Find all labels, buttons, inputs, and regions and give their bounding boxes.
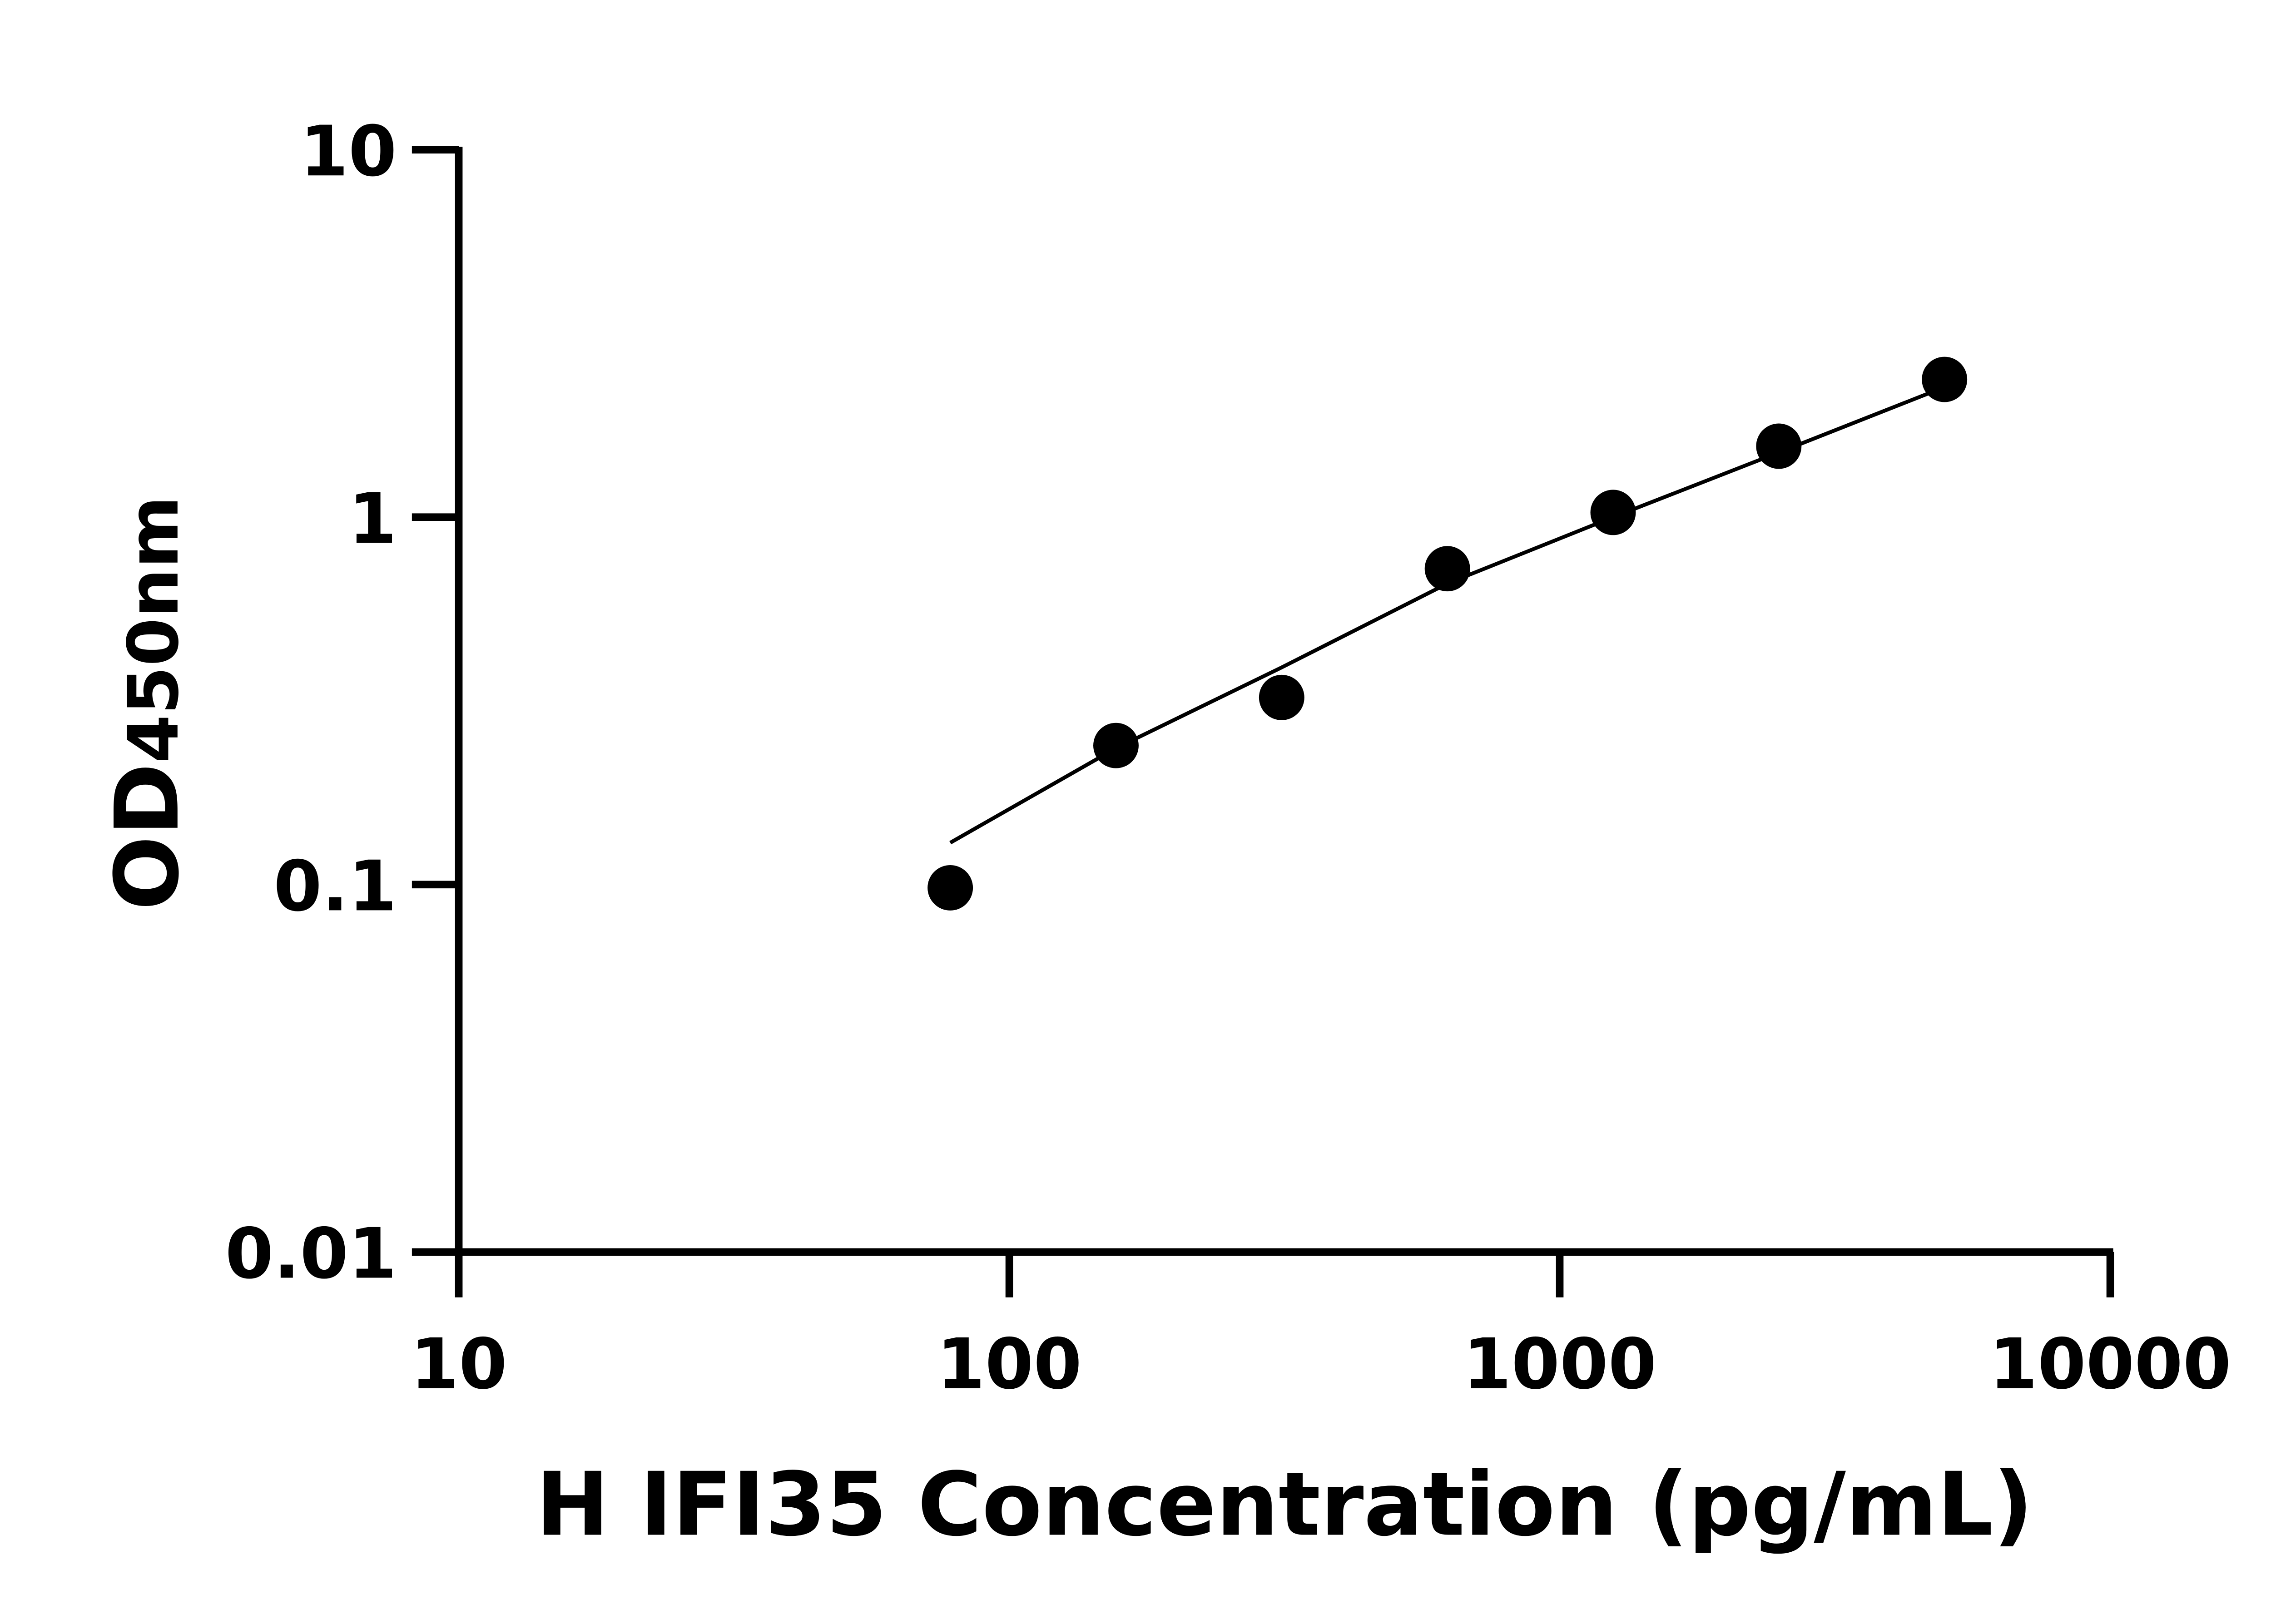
x-tick-label: 100 [937,1324,1082,1405]
x-tick-label: 10 [411,1324,507,1405]
data-point [1424,546,1470,592]
x-axis-label: H IFI35 Concentration (pg/mL) [536,1454,2033,1556]
x-tick-label: 10000 [1989,1324,2231,1405]
data-point [1590,490,1636,535]
data-point [1756,423,1802,469]
data-point [1093,723,1139,768]
y-tick-label: 0.1 [273,846,397,927]
y-tick-label: 10 [300,111,397,192]
x-tick-label: 1000 [1463,1324,1656,1405]
y-tick-label: 0.01 [225,1214,397,1295]
y-axis-label: OD450nm [96,496,198,911]
data-point [1922,356,1968,402]
y-tick-label: 1 [348,479,397,559]
data-point [927,865,973,911]
data-point [1259,674,1304,720]
